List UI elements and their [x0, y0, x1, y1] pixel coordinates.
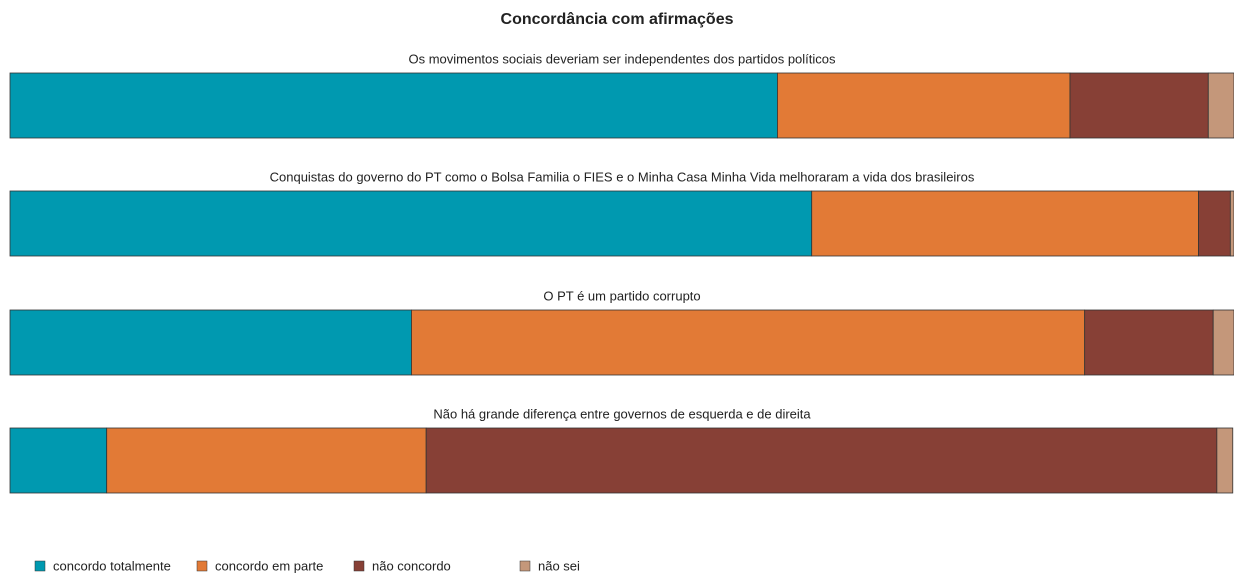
legend-label: concordo totalmente: [53, 558, 171, 573]
bar-segment: [1207, 72, 1234, 139]
category-label: Os movimentos sociais deveriam ser indep…: [408, 51, 836, 66]
bar-segment: [106, 427, 427, 494]
bar-segment: [1212, 309, 1234, 376]
category-label: O PT é um partido corrupto: [543, 288, 700, 303]
bar-segment: [9, 427, 108, 494]
legend-swatch: [196, 560, 208, 572]
bar-segment: [811, 190, 1199, 257]
legend-label: não concordo: [372, 558, 451, 573]
legend-label: não sei: [538, 558, 580, 573]
bar-segment: [1069, 72, 1209, 139]
bar-segment: [1198, 190, 1231, 257]
chart-title: Concordância com afirmações: [501, 11, 734, 28]
bar-segment: [9, 72, 778, 139]
bar-segment: [411, 309, 1086, 376]
bar-segment: [1229, 190, 1234, 257]
bar-segment: [1084, 309, 1214, 376]
category-label: Conquistas do governo do PT como o Bolsa…: [270, 169, 975, 184]
bar-segment: [9, 190, 813, 257]
legend-swatch: [34, 560, 46, 572]
legend-swatch: [353, 560, 365, 572]
bar-segment: [425, 427, 1218, 494]
legend-label: concordo em parte: [215, 558, 323, 573]
bar-segment: [1216, 427, 1234, 494]
bar-segment: [777, 72, 1071, 139]
legend-swatch: [519, 560, 531, 572]
bar-segment: [9, 309, 412, 376]
category-label: Não há grande diferença entre governos d…: [433, 406, 811, 421]
